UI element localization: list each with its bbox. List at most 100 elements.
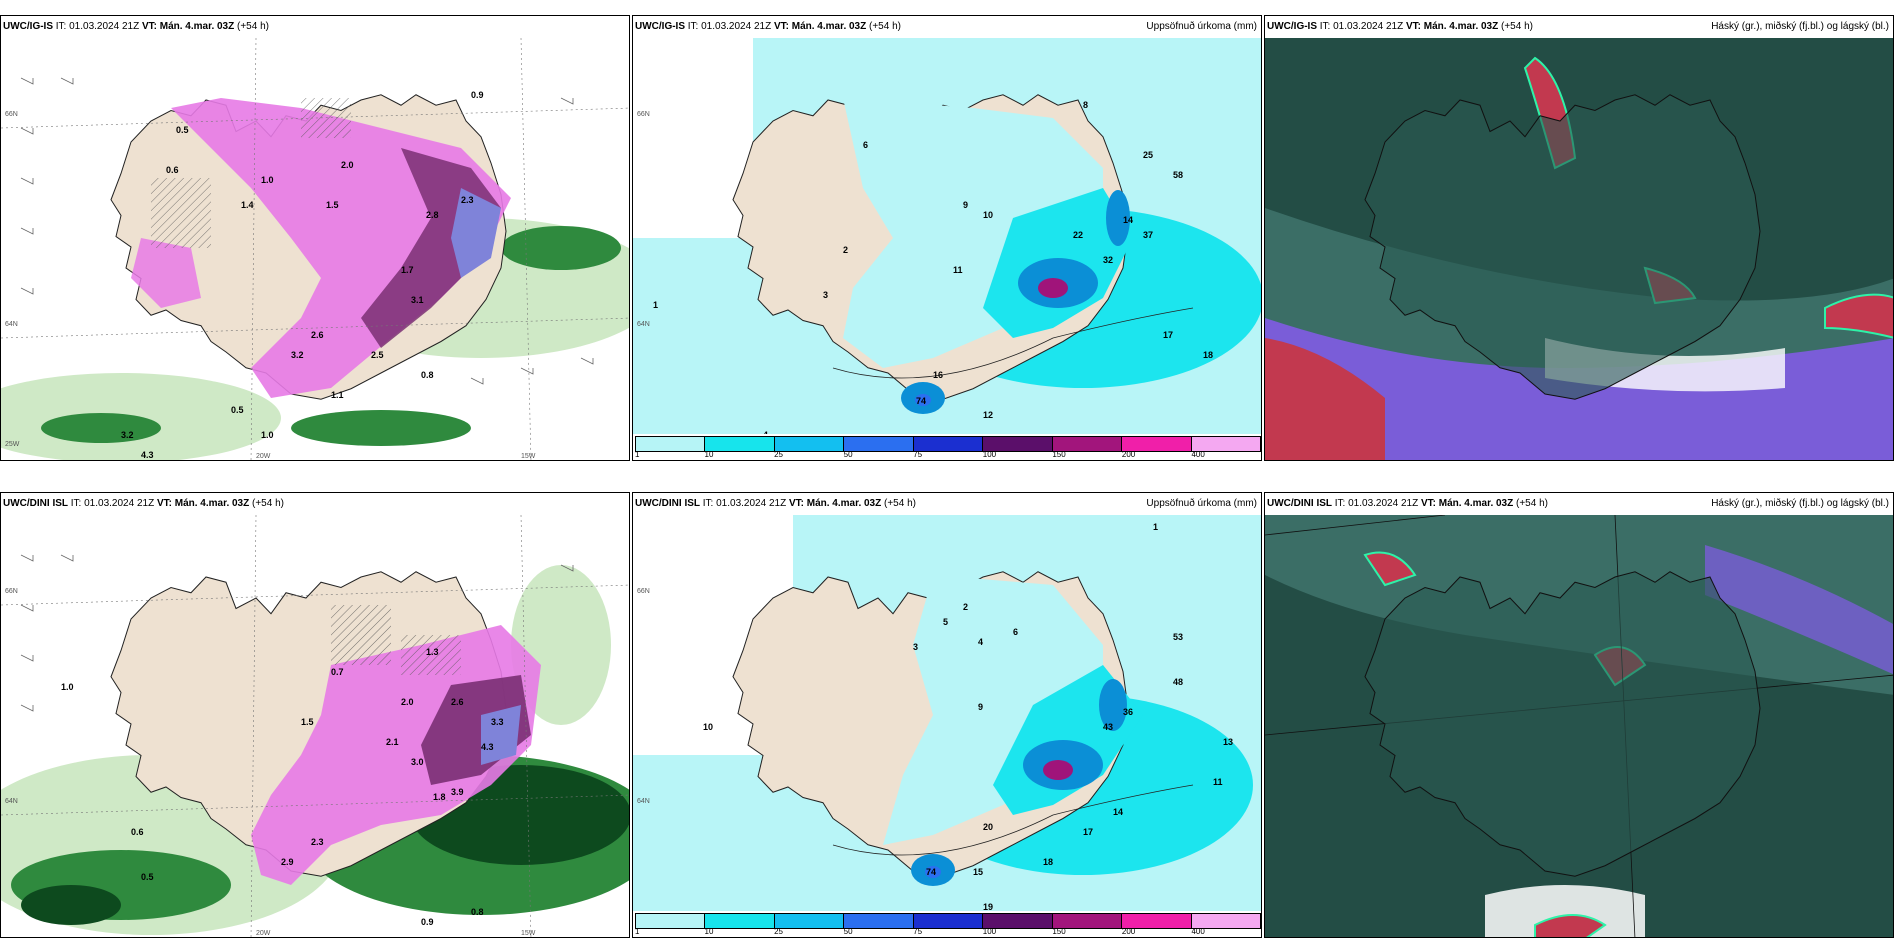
map-panel-igis-clouds: UWC/IG-IS IT: 01.03.2024 21Z VT: Mán. 4.… — [1264, 15, 1894, 461]
svg-text:3.2: 3.2 — [121, 430, 134, 440]
map-panel-dini-precip: UWC/DINI ISL IT: 01.03.2024 21Z VT: Mán.… — [0, 492, 630, 938]
svg-text:1: 1 — [653, 300, 658, 310]
svg-text:1.5: 1.5 — [326, 200, 339, 210]
colorbar-swatch — [1122, 914, 1192, 928]
lat-label: 66N — [637, 588, 650, 595]
svg-text:16: 16 — [933, 370, 943, 380]
colorbar-label: 75 — [913, 450, 923, 459]
lat-label: 66N — [5, 588, 18, 595]
svg-text:0.6: 0.6 — [166, 165, 179, 175]
lon-label: 15W — [521, 930, 536, 937]
svg-text:0.7: 0.7 — [331, 667, 344, 677]
svg-text:11: 11 — [1213, 777, 1223, 787]
cloud-map[interactable] — [1265, 38, 1893, 460]
colorbar-label: 25 — [774, 927, 784, 936]
svg-text:1.0: 1.0 — [61, 682, 74, 692]
accum-precip-map[interactable]: 66N 64N 1 2 3 4 6 8 9 10 11 12 14 16 17 … — [633, 38, 1261, 460]
vt-value: Mán. 4.mar. 03Z — [806, 498, 882, 509]
colorbar-label: 100 — [982, 450, 997, 459]
colorbar-label: 10 — [704, 450, 714, 459]
svg-text:1.7: 1.7 — [401, 265, 414, 275]
cloud-map[interactable] — [1265, 515, 1893, 937]
vt-label: VT: — [141, 21, 157, 32]
colorbar-swatch — [1052, 437, 1123, 451]
colorbar-swatch — [844, 437, 914, 451]
model-name: UWC/IG-IS — [1267, 21, 1317, 32]
svg-text:0.5: 0.5 — [176, 125, 189, 135]
colorbar-swatch — [844, 914, 914, 928]
svg-text:10: 10 — [983, 210, 993, 220]
svg-text:0.5: 0.5 — [231, 405, 244, 415]
colorbar-swatch — [1191, 914, 1260, 928]
lon-label: 15W — [521, 453, 536, 460]
svg-text:32: 32 — [1103, 255, 1113, 265]
colorbar-swatch — [913, 437, 984, 451]
panel-header: UWC/IG-IS IT: 01.03.2024 21Z VT: Mán. 4.… — [1, 16, 629, 38]
it-label: IT: — [1334, 498, 1346, 509]
colorbar-labels: 1 10 25 50 75 100 150 200 400 — [635, 450, 1261, 460]
colorbar-label: 1 — [635, 927, 640, 936]
colorbar-label: 150 — [1052, 927, 1066, 936]
svg-text:6: 6 — [863, 140, 868, 150]
panel-header: UWC/DINI ISL IT: 01.03.2024 21Z VT: Mán.… — [1, 493, 629, 515]
lead-time: (+54 h) — [1501, 21, 1533, 32]
svg-text:1.0: 1.0 — [261, 430, 274, 440]
vt-value: Mán. 4.mar. 03Z — [159, 21, 235, 32]
vt-label: VT: — [788, 498, 804, 509]
svg-text:2.0: 2.0 — [401, 697, 414, 707]
colorbar: 1 10 25 50 75 100 150 200 400 — [633, 434, 1261, 460]
it-label: IT: — [55, 21, 67, 32]
svg-text:2.6: 2.6 — [451, 697, 464, 707]
svg-text:10: 10 — [703, 722, 713, 732]
svg-text:2.0: 2.0 — [341, 160, 354, 170]
model-name: UWC/IG-IS — [3, 21, 53, 32]
colorbar-swatches — [635, 436, 1261, 452]
svg-text:2.6: 2.6 — [311, 330, 324, 340]
lead-time: (+54 h) — [237, 21, 269, 32]
colorbar-labels: 1 10 25 50 75 100 150 200 400 — [635, 927, 1261, 937]
svg-text:0.9: 0.9 — [471, 90, 484, 100]
colorbar-swatch — [1191, 437, 1260, 451]
colorbar-swatch — [636, 914, 706, 928]
svg-text:2.3: 2.3 — [461, 195, 474, 205]
model-name: UWC/DINI ISL — [635, 498, 700, 509]
precip-map[interactable]: 66N 64N 20W 15W 1.0 0.5 0.6 2.0 2.6 3.3 … — [1, 515, 629, 937]
colorbar-label: 50 — [843, 927, 853, 936]
vt-label: VT: — [773, 21, 789, 32]
colorbar-swatch — [705, 914, 775, 928]
panel-header: UWC/IG-IS IT: 01.03.2024 21Z VT: Mán. 4.… — [633, 16, 1261, 38]
it-value: 01.03.2024 21Z — [1348, 498, 1419, 509]
svg-text:17: 17 — [1163, 330, 1173, 340]
svg-text:3: 3 — [823, 290, 828, 300]
colorbar-label: 50 — [843, 450, 853, 459]
svg-text:18: 18 — [1203, 350, 1213, 360]
lat-label: 66N — [637, 111, 650, 118]
value-labels-p1: 0.5 0.6 1.4 1.5 2.8 2.0 1.0 0.9 2.3 3.1 … — [121, 90, 484, 460]
colorbar: 1 10 25 50 75 100 150 200 400 — [633, 911, 1261, 937]
svg-text:37: 37 — [1143, 230, 1153, 240]
colorbar-label: 400 — [1191, 450, 1205, 459]
svg-text:2: 2 — [843, 245, 848, 255]
svg-text:48: 48 — [1173, 677, 1183, 687]
precip-map[interactable]: 66N 64N 25W 20W 15W 0.5 0.6 1.4 1.5 2.8 … — [1, 38, 629, 460]
lat-label: 64N — [637, 321, 650, 328]
svg-text:0.8: 0.8 — [471, 907, 484, 917]
svg-text:9: 9 — [963, 200, 968, 210]
vt-value: Mán. 4.mar. 03Z — [1438, 498, 1514, 509]
colorbar-label: 10 — [704, 927, 714, 936]
panel-right-title: Uppsöfnuð úrkoma (mm) — [1146, 498, 1257, 509]
svg-text:11: 11 — [953, 265, 963, 275]
svg-text:3.0: 3.0 — [411, 757, 424, 767]
svg-text:20: 20 — [983, 822, 993, 832]
lon-label: 20W — [256, 453, 271, 460]
svg-text:3.9: 3.9 — [451, 787, 464, 797]
svg-text:1: 1 — [1153, 522, 1158, 532]
it-value: 01.03.2024 21Z — [69, 21, 140, 32]
accum-precip-map[interactable]: 66N 64N 1 2 3 4 5 6 9 10 11 13 14 15 17 … — [633, 515, 1261, 937]
panel-header: UWC/DINI ISL IT: 01.03.2024 21Z VT: Mán.… — [1265, 493, 1893, 515]
svg-text:74: 74 — [926, 867, 936, 877]
svg-text:2.1: 2.1 — [386, 737, 399, 747]
svg-text:3: 3 — [913, 642, 918, 652]
svg-text:2.8: 2.8 — [426, 210, 439, 220]
lead-time: (+54 h) — [884, 498, 916, 509]
